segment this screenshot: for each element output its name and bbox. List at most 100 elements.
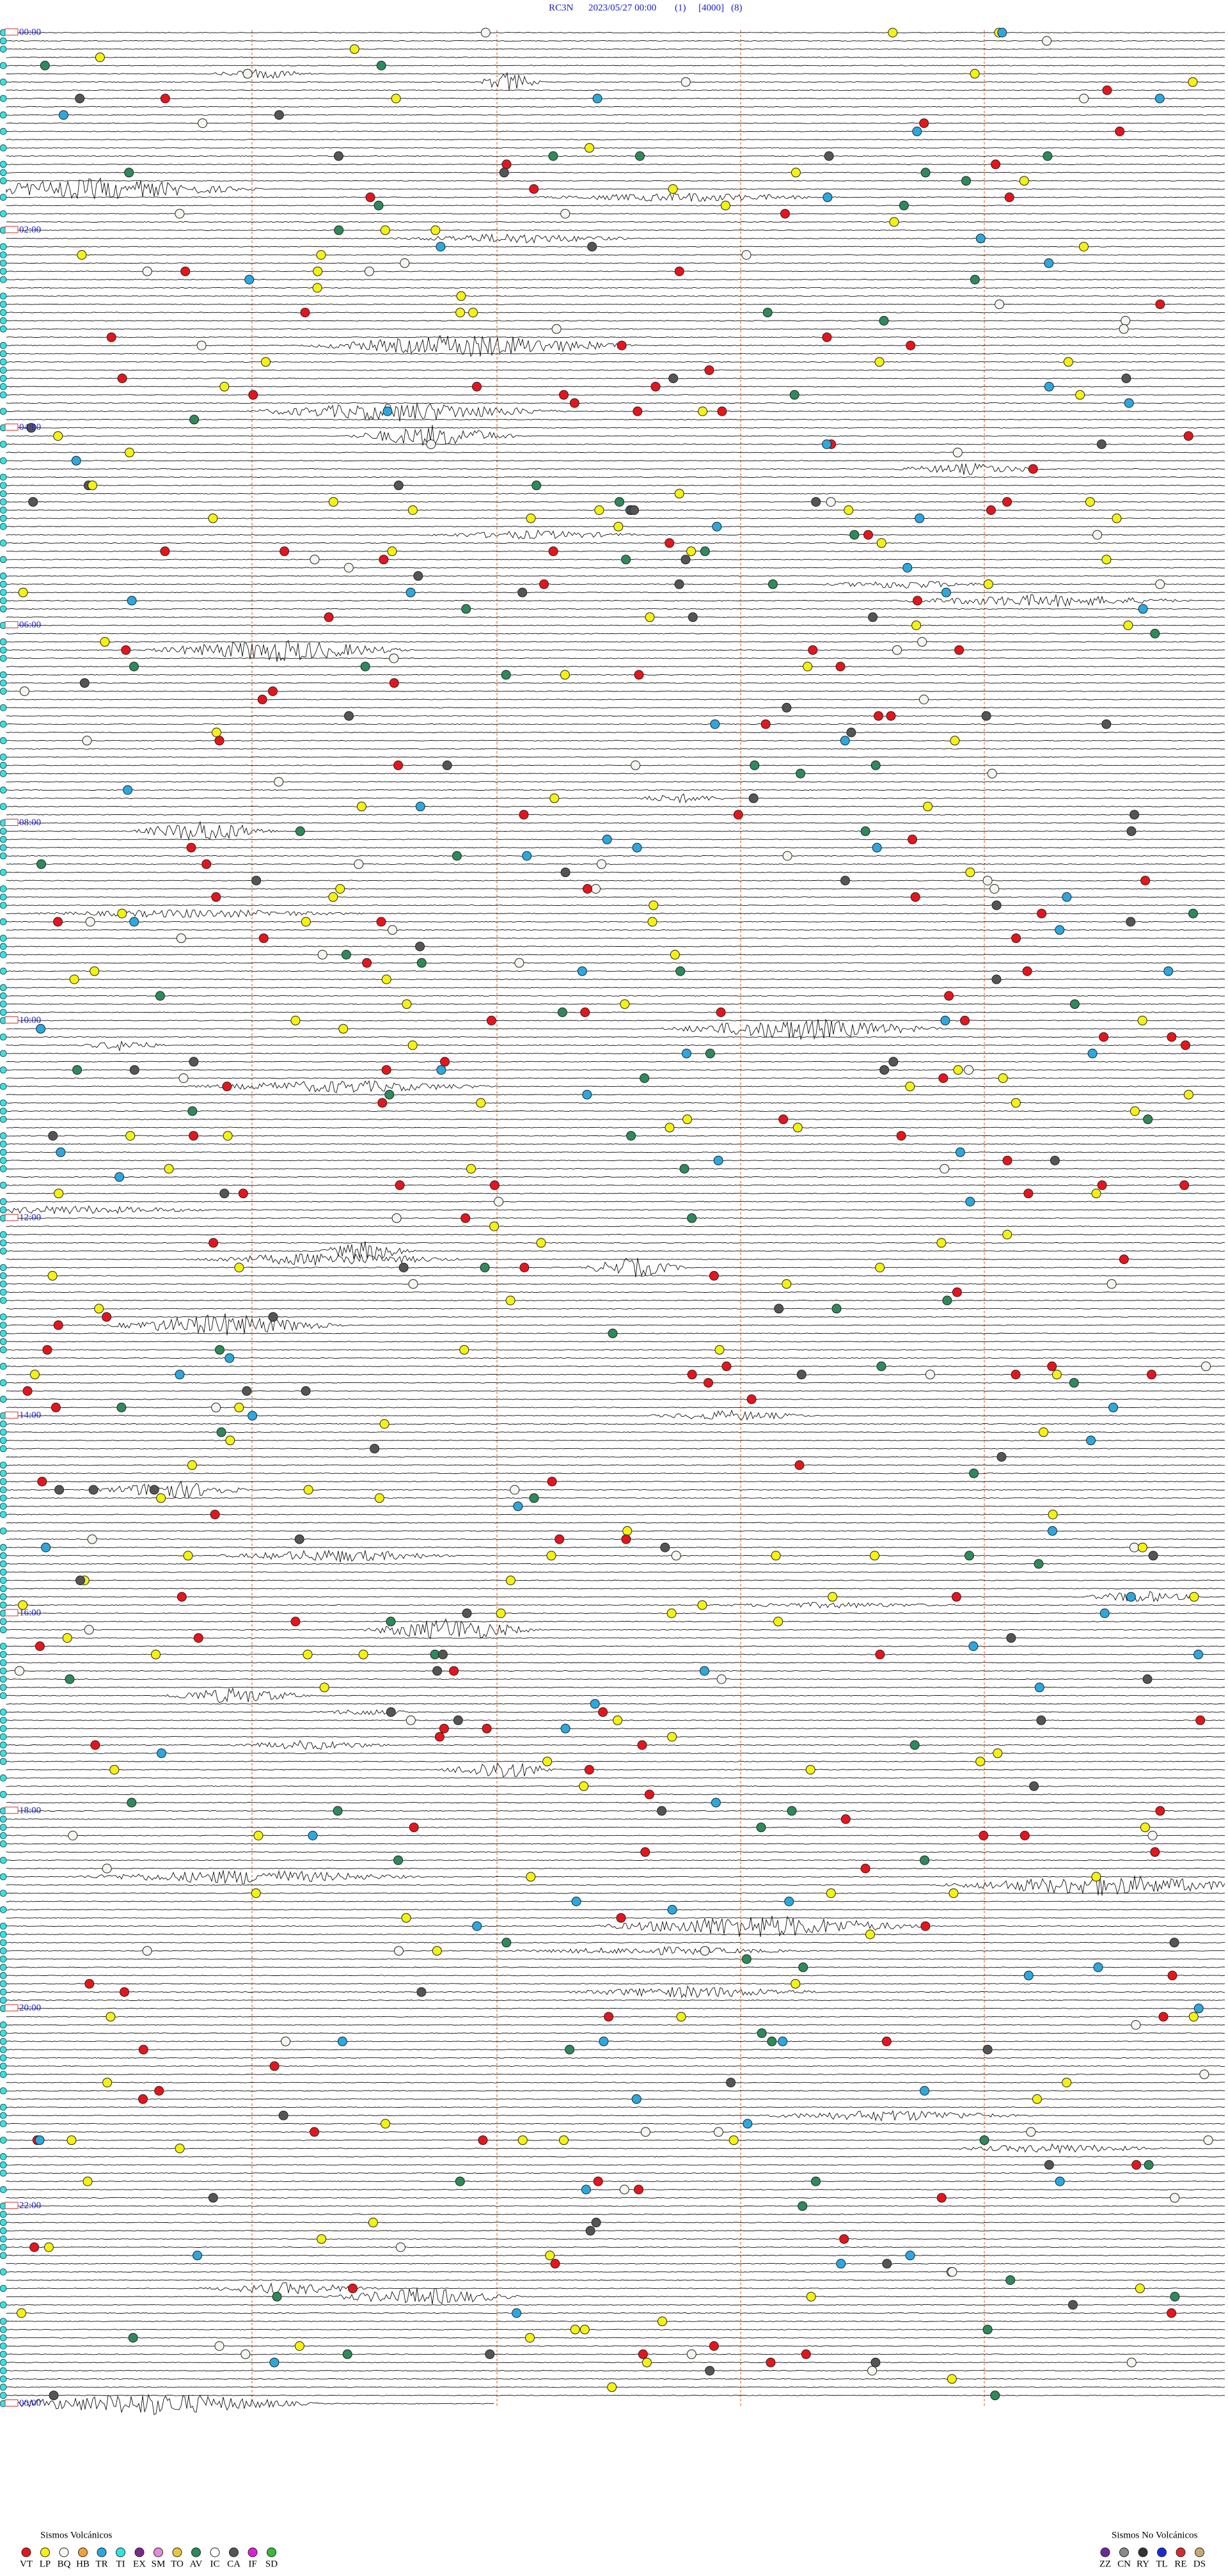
event-marker [801, 2349, 811, 2359]
event-marker [1069, 1378, 1079, 1388]
event-marker [1183, 431, 1193, 441]
event-marker [986, 505, 996, 515]
edge-marker [0, 507, 7, 514]
event-marker [201, 859, 212, 869]
event-marker [590, 1699, 600, 1709]
edge-marker [0, 1198, 7, 1205]
edge-marker [0, 1231, 7, 1238]
event-marker [713, 1155, 723, 1166]
event-marker [519, 1263, 530, 1272]
event-marker [791, 168, 801, 178]
event-marker [28, 497, 38, 507]
seismic-trace [6, 2353, 1225, 2355]
event-marker [1135, 2283, 1145, 2293]
legend-code: IC [210, 2559, 220, 2569]
seismic-trace [6, 1357, 1225, 1359]
event-marker [56, 1147, 66, 1157]
event-marker [1140, 1822, 1150, 1833]
edge-marker [0, 2219, 7, 2226]
seismic-trace [6, 1867, 1225, 1870]
event-marker [1115, 126, 1125, 136]
edge-marker [0, 2153, 7, 2160]
event-marker [1037, 908, 1047, 919]
event-marker [71, 455, 81, 466]
seismic-trace [6, 581, 1225, 589]
event-marker [844, 505, 854, 515]
event-marker [987, 768, 997, 778]
edge-marker [0, 556, 7, 564]
event-marker [1183, 1089, 1193, 1100]
event-marker [529, 1493, 539, 1503]
event-marker [840, 736, 850, 746]
seismic-trace [6, 1909, 1225, 1911]
event-marker [1155, 299, 1165, 310]
edge-marker [0, 869, 7, 876]
event-marker [456, 291, 466, 301]
event-marker [1048, 1526, 1057, 1536]
legend-code: TR [95, 2559, 107, 2569]
event-marker [635, 151, 645, 161]
edge-marker [0, 671, 7, 679]
event-marker [501, 159, 512, 170]
seismic-trace [6, 1052, 1225, 1054]
edge-marker [0, 1922, 7, 1930]
seismic-trace [6, 954, 1225, 956]
seismic-trace [6, 658, 1225, 660]
event-marker [238, 1189, 248, 1199]
event-marker [991, 900, 1002, 910]
event-marker [514, 958, 524, 968]
event-marker [175, 2144, 185, 2154]
event-marker [240, 2349, 251, 2359]
event-marker [310, 555, 320, 565]
event-marker [415, 942, 425, 952]
legend-code: TI [116, 2559, 125, 2569]
seismic-trace [6, 1201, 1225, 1203]
event-marker [452, 851, 462, 861]
event-marker [581, 2185, 591, 2195]
seismic-trace [6, 180, 1225, 182]
event-marker [189, 1131, 199, 1141]
edge-marker [0, 1107, 7, 1115]
event-marker [1188, 2012, 1199, 2022]
edge-marker [0, 482, 7, 489]
seismic-trace [6, 1794, 1225, 1796]
event-marker [996, 1452, 1007, 1462]
edge-marker [0, 762, 7, 769]
seismic-trace [6, 1341, 1225, 1343]
time-label: 12:00 [19, 1213, 41, 1223]
event-marker [416, 1987, 427, 1997]
event-marker [472, 1921, 482, 1931]
event-marker [686, 2349, 697, 2359]
event-marker [408, 1279, 418, 1289]
legend-swatch [116, 2547, 125, 2557]
time-label: 18:00 [19, 1805, 41, 1815]
edge-marker [0, 1148, 7, 1156]
event-marker [124, 168, 134, 178]
seismic-trace [6, 592, 1225, 594]
event-marker [923, 802, 933, 812]
event-marker [716, 1674, 727, 1684]
event-marker [896, 1131, 906, 1141]
edge-marker [0, 1132, 7, 1139]
event-marker [22, 1386, 33, 1396]
edge-marker [0, 1050, 7, 1057]
seismic-trace [6, 2007, 1225, 2009]
event-marker [1075, 390, 1085, 400]
edge-marker [0, 2112, 7, 2119]
edge-marker [0, 1716, 7, 1724]
event-marker [393, 760, 404, 770]
event-marker [343, 563, 354, 573]
edge-marker [0, 1009, 7, 1016]
seismic-trace [6, 542, 1225, 544]
event-marker [333, 1806, 343, 1816]
edge-marker [0, 498, 7, 505]
edge-marker [0, 309, 7, 316]
seismic-trace [6, 352, 1225, 354]
event-marker [910, 892, 920, 902]
event-marker [713, 2127, 723, 2137]
event-marker [436, 242, 446, 252]
edge-marker [0, 580, 7, 588]
edge-marker [0, 1947, 7, 1955]
edge-marker [0, 2137, 7, 2144]
event-marker [381, 2119, 391, 2129]
